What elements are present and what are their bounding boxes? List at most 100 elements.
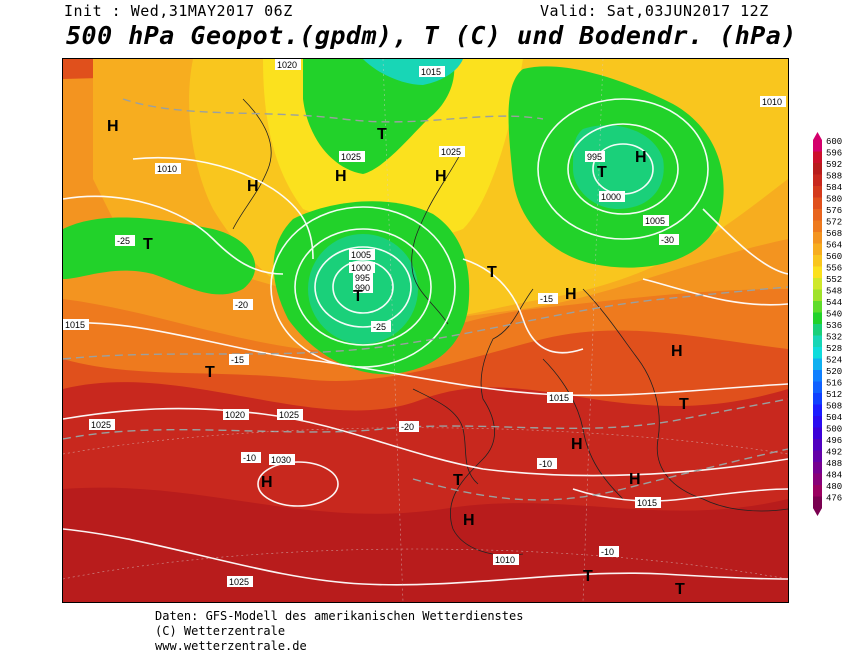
legend-swatch xyxy=(813,266,822,279)
legend-label: 512 xyxy=(826,390,842,400)
svg-text:-15: -15 xyxy=(231,355,244,365)
legend-label: 584 xyxy=(826,183,842,193)
label-1000-a: 1000 xyxy=(349,262,375,273)
center-h-2: H xyxy=(247,178,259,195)
credits-url[interactable]: www.wetterzentrale.de xyxy=(155,639,307,653)
label-1010-a: 1010 xyxy=(155,163,181,174)
center-t-2: T xyxy=(353,288,363,305)
svg-text:-15: -15 xyxy=(540,294,553,304)
legend-label: 532 xyxy=(826,333,842,343)
legend-label: 544 xyxy=(826,298,842,308)
legend-swatch xyxy=(813,404,822,417)
legend-label: 516 xyxy=(826,379,842,389)
legend-swatch xyxy=(813,289,822,302)
svg-text:1025: 1025 xyxy=(229,577,249,587)
svg-text:995: 995 xyxy=(355,273,370,283)
center-h-3: H xyxy=(335,168,347,185)
legend-swatch xyxy=(813,312,822,325)
legend-label: 576 xyxy=(826,206,842,216)
svg-text:1000: 1000 xyxy=(601,192,621,202)
label-1025-a: 1025 xyxy=(439,146,465,157)
temperature-labels: -25 -25 -30 -20 -20 -15 -15 -10 -10 -10 xyxy=(115,234,679,557)
label-1015-a: 1015 xyxy=(419,66,445,77)
label-t-10-b: -10 xyxy=(537,458,557,469)
region-cyan-north xyxy=(363,59,463,85)
svg-text:1010: 1010 xyxy=(157,164,177,174)
legend-swatch xyxy=(813,427,822,440)
graticule xyxy=(63,59,788,602)
center-t-4: T xyxy=(597,164,607,181)
label-t-10-a: -10 xyxy=(241,452,261,463)
legend-label: 508 xyxy=(826,402,842,412)
svg-text:1005: 1005 xyxy=(351,250,371,260)
legend-label: 488 xyxy=(826,459,842,469)
legend-swatch xyxy=(813,324,822,336)
legend-swatch xyxy=(813,485,822,497)
svg-text:995: 995 xyxy=(587,152,602,162)
label-t-10-c: -10 xyxy=(599,546,619,557)
label-1020-b: 1020 xyxy=(223,409,249,420)
center-t-6: T xyxy=(487,264,497,281)
legend-swatch xyxy=(813,174,822,187)
svg-text:-20: -20 xyxy=(235,300,248,310)
legend-swatch xyxy=(813,473,822,486)
region-green-west xyxy=(63,217,256,295)
legend-swatch xyxy=(813,335,822,348)
credits-copyright: (C) Wetterzentrale xyxy=(155,624,286,638)
legend-label: 536 xyxy=(826,321,842,331)
center-h-9: H xyxy=(629,471,641,488)
svg-text:1030: 1030 xyxy=(271,455,291,465)
temperature-isolines xyxy=(63,98,788,501)
label-1020-a: 1020 xyxy=(275,59,301,70)
legend-swatch xyxy=(813,186,822,198)
label-995-b: 995 xyxy=(585,151,605,162)
legend-label: 572 xyxy=(826,218,842,228)
svg-text:1025: 1025 xyxy=(91,420,111,430)
svg-text:1005: 1005 xyxy=(645,216,665,226)
label-t-20-a: -20 xyxy=(233,299,253,310)
legend-swatch xyxy=(813,347,822,359)
chart-title: 500 hPa Geopot.(gpdm), T (C) und Bodendr… xyxy=(66,21,797,50)
legend-swatch xyxy=(813,243,822,256)
svg-text:-20: -20 xyxy=(401,422,414,432)
center-t-7: T xyxy=(453,472,463,489)
legend-label: 520 xyxy=(826,367,842,377)
legend-arrow-top xyxy=(813,132,822,140)
legend-label: 592 xyxy=(826,160,842,170)
center-t-10: T xyxy=(675,581,685,598)
region-green-north xyxy=(303,59,455,174)
legend-label: 548 xyxy=(826,287,842,297)
label-1010-b: 1010 xyxy=(760,96,786,107)
legend-swatch xyxy=(813,140,822,152)
legend-swatch xyxy=(813,163,822,175)
label-1015-d: 1015 xyxy=(635,497,661,508)
label-1025-b: 1025 xyxy=(339,151,365,162)
credits-source: Daten: GFS-Modell des amerikanischen Wet… xyxy=(155,609,524,623)
center-h-7: H xyxy=(571,436,583,453)
svg-text:990: 990 xyxy=(355,283,370,293)
label-1025-d: 1025 xyxy=(89,419,115,430)
svg-text:1015: 1015 xyxy=(637,498,657,508)
pressure-centers: H H H H H H H H H H H T T T T T T T T T … xyxy=(107,118,689,598)
legend-label: 476 xyxy=(826,494,842,504)
label-t-20-b: -20 xyxy=(399,421,419,432)
center-h-10: H xyxy=(565,286,577,303)
svg-text:1025: 1025 xyxy=(279,410,299,420)
svg-text:1000: 1000 xyxy=(351,263,371,273)
svg-text:-30: -30 xyxy=(661,235,674,245)
legend-swatch xyxy=(813,232,822,244)
center-h-4: H xyxy=(435,168,447,185)
legend-label: 540 xyxy=(826,310,842,320)
center-h-8: H xyxy=(671,343,683,360)
coastlines xyxy=(232,98,788,556)
legend-swatch xyxy=(813,278,822,290)
svg-text:-10: -10 xyxy=(601,547,614,557)
center-h-1: H xyxy=(107,118,119,135)
legend-label: 480 xyxy=(826,482,842,492)
legend-label: 492 xyxy=(826,448,842,458)
label-1010-c: 1010 xyxy=(493,554,519,565)
legend-swatch xyxy=(813,496,822,509)
label-t-25-a: -25 xyxy=(115,235,135,246)
legend-swatch xyxy=(813,450,822,463)
svg-text:1010: 1010 xyxy=(762,97,782,107)
